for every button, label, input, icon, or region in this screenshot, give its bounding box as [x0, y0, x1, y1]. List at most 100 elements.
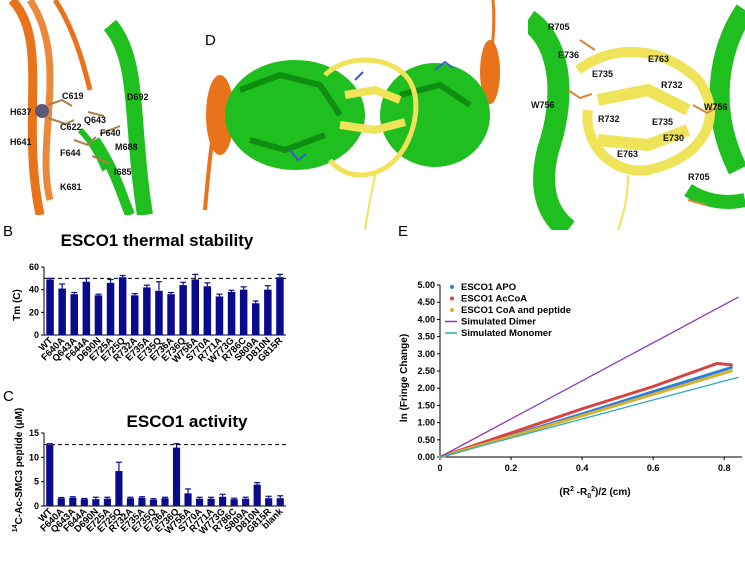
bar	[227, 291, 236, 335]
x-tick-label: 0.2	[505, 463, 518, 473]
thermal-stability-chart: ESCO1 thermal stability Tm (C) 0204060WT…	[12, 231, 286, 366]
bar	[179, 285, 187, 335]
residue-label: H641	[10, 137, 32, 147]
bar	[69, 497, 77, 506]
y-tick-label: 40	[29, 285, 39, 295]
structure-image-d-zoom: R705 E736 E763 E735 R732 W756 R732 E735 …	[528, 4, 745, 230]
y-axis-label-sup: 14	[12, 524, 19, 532]
panel-label-d: D	[205, 32, 216, 49]
bar	[155, 290, 163, 335]
y-tick-label: 1.00	[417, 418, 435, 428]
x-tick-label: 0.6	[647, 463, 660, 473]
bar	[172, 447, 181, 506]
bar	[276, 498, 284, 506]
y-tick-label: 2.50	[417, 366, 435, 376]
residue-label: R732	[661, 80, 683, 90]
bar	[80, 499, 88, 506]
legend-label: ESCO1 CoA and peptide	[461, 305, 571, 316]
panel-label-c: C	[3, 388, 14, 405]
legend-label: Simulated Dimer	[461, 317, 536, 328]
y-tick-label: 3.50	[417, 332, 435, 342]
y-axis-label: Tm (C)	[12, 289, 23, 321]
residue-label: E735	[592, 69, 613, 79]
bar	[138, 497, 146, 506]
residue-label: D692	[127, 92, 149, 102]
bar	[161, 498, 169, 506]
bar	[167, 294, 175, 335]
series-line	[439, 376, 739, 458]
y-tick-label: 3.00	[417, 349, 435, 359]
legend-marker	[450, 296, 454, 301]
bar	[265, 498, 273, 506]
residue-label: F644	[60, 148, 81, 158]
legend-label: Simulated Monomer	[461, 328, 552, 339]
bar	[46, 279, 54, 335]
y-tick-label: 0.50	[417, 435, 435, 445]
x-tick-label: 0.4	[576, 463, 589, 473]
y-tick-label: 2.00	[417, 383, 435, 393]
bar	[70, 294, 79, 335]
bar	[219, 496, 227, 506]
residue-label: R732	[598, 114, 620, 124]
fringe-change-chart: ln (Fringe Change) (R2 -R02)/2 (cm) 0.00…	[399, 280, 742, 500]
residue-label: F640	[100, 128, 121, 138]
residue-label: C622	[60, 122, 82, 132]
residue-label: E763	[648, 54, 669, 64]
legend-label: ESCO1 APO	[461, 282, 516, 293]
residue-label: R705	[688, 172, 710, 182]
y-axis-label-main: C-Ac-SMC3 peptide (μM)	[14, 408, 25, 525]
bar	[92, 499, 100, 506]
bar	[203, 286, 212, 335]
bar	[149, 499, 158, 506]
chart-title: ESCO1 activity	[127, 412, 248, 431]
bar	[239, 289, 248, 335]
bar	[126, 498, 135, 506]
residue-label: C619	[62, 91, 84, 101]
residue-label: I685	[114, 167, 132, 177]
residue-label: R705	[548, 22, 570, 32]
structure-image-a: C619 H637 F640 D692 Q643 C622 H641 F644 …	[0, 0, 160, 215]
bar	[46, 444, 54, 506]
y-tick-label: 5.00	[417, 280, 435, 290]
y-axis-label: 14C-Ac-SMC3 peptide (μM)	[12, 408, 25, 532]
chart-title: ESCO1 thermal stability	[61, 231, 254, 250]
panel-label-e: E	[398, 223, 409, 240]
bar	[195, 498, 204, 506]
bar	[106, 282, 115, 335]
bar	[230, 499, 238, 506]
bar	[58, 288, 66, 335]
y-axis-label: ln (Fringe Change)	[399, 334, 410, 422]
residue-label: E763	[617, 149, 638, 159]
residue-label: W756	[531, 100, 555, 110]
y-tick-label: 20	[29, 307, 39, 317]
series-line	[439, 296, 739, 458]
bar	[184, 493, 192, 506]
y-tick-label: 0	[34, 330, 39, 340]
y-tick-label: 60	[29, 262, 39, 272]
bar	[276, 277, 284, 335]
panel-label-b: B	[3, 223, 14, 240]
activity-chart: ESCO1 activity 14C-Ac-SMC3 peptide (μM) …	[12, 408, 286, 537]
structure-image-d	[203, 0, 500, 230]
bar	[207, 498, 215, 506]
bar	[215, 296, 224, 335]
bar	[251, 303, 260, 335]
bar	[57, 498, 65, 506]
series-points	[438, 369, 733, 459]
residue-label: E736	[558, 50, 579, 60]
bar	[115, 470, 123, 506]
bar	[191, 279, 200, 335]
residue-label: W756	[704, 102, 728, 112]
y-tick-label: 15	[29, 428, 39, 438]
y-tick-label: 4.50	[417, 297, 435, 307]
residue-label: H637	[10, 107, 32, 117]
residue-label: M688	[115, 142, 138, 152]
bar	[103, 498, 111, 506]
y-tick-label: 5	[34, 477, 39, 487]
y-tick-label: 0.00	[417, 452, 435, 462]
y-tick-label: 4.00	[417, 314, 435, 324]
series-points	[438, 361, 733, 459]
x-tick-label: 0	[437, 463, 442, 473]
legend-marker	[450, 308, 454, 312]
x-axis-label-main: (R	[559, 487, 570, 498]
